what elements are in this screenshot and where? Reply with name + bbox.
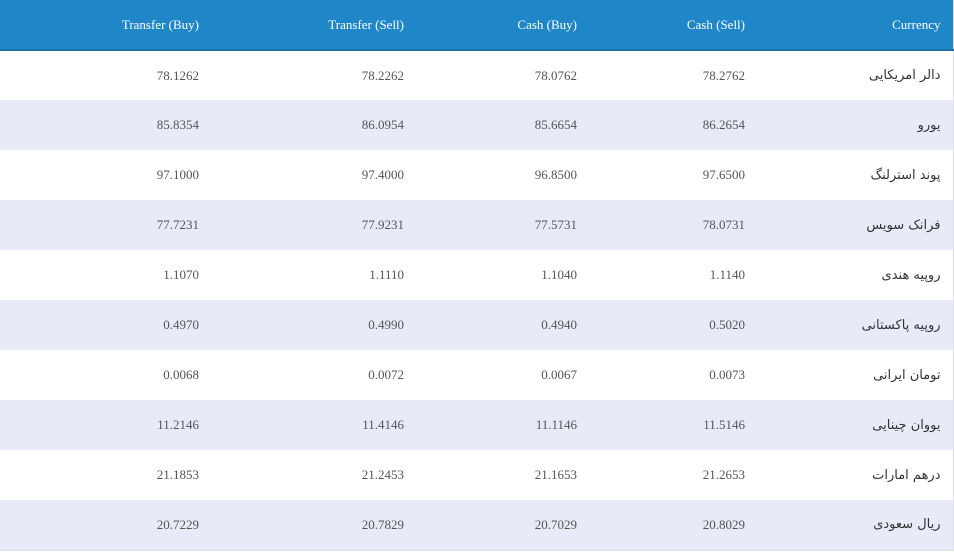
currency-name: تومان ایرانی bbox=[873, 367, 941, 383]
rate-cell: 20.7229 bbox=[0, 500, 211, 550]
currency-name: یورو bbox=[917, 117, 941, 133]
rate-cell: 77.9231 bbox=[211, 200, 416, 250]
rate-cell: 20.7029 bbox=[416, 500, 589, 550]
currency-cell: روپیه پاکستانی bbox=[757, 300, 953, 350]
rate-cell: 0.0068 bbox=[163, 367, 199, 382]
rate-cell: 97.6500 bbox=[702, 167, 745, 182]
rate-cell: 0.4970 bbox=[0, 300, 211, 350]
rate-cell: 0.5020 bbox=[589, 300, 757, 350]
rate-cell: 1.1140 bbox=[709, 267, 745, 282]
rate-cell: 77.5731 bbox=[416, 200, 589, 250]
currency-cell: تومان ایرانی bbox=[757, 350, 953, 400]
table-row: 97.1000 97.4000 96.8500 97.6500 پوند استرلنگ bbox=[0, 150, 953, 200]
currency-cell: درهم امارات bbox=[757, 450, 953, 500]
rate-cell: 78.2762 bbox=[702, 67, 745, 83]
rate-cell: 0.0067 bbox=[541, 367, 577, 382]
rate-cell: 78.1262 bbox=[156, 67, 199, 83]
rate-cell: 20.7829 bbox=[211, 500, 416, 550]
table-row: 77.7231 77.9231 77.5731 78.0731 فرانک سویس bbox=[0, 200, 953, 250]
table-row: 1.1070 1.1110 1.1040 1.1140 روپیه هندی bbox=[0, 250, 953, 300]
currency-name: روپیه پاکستانی bbox=[861, 317, 941, 333]
rate-cell: 0.0073 bbox=[709, 367, 745, 382]
table-row: 21.1853 21.2453 21.1653 21.2653 درهم امارات bbox=[0, 450, 953, 500]
header-row: Transfer (Buy) Transfer (Sell) Cash (Buy) C… bbox=[0, 0, 953, 51]
rate-cell: 85.8354 bbox=[0, 100, 211, 150]
rate-cell: 78.0731 bbox=[589, 200, 757, 250]
rate-cell: 97.1000 bbox=[156, 167, 199, 182]
currency-cell: پوند استرلنگ bbox=[757, 150, 953, 200]
currency-cell: دالر امریکایی bbox=[757, 50, 953, 100]
column-header: Currency bbox=[757, 0, 953, 51]
column-header: Cash (Buy) bbox=[416, 0, 589, 51]
currency-cell: یووان چینایی bbox=[757, 400, 953, 450]
table-row: 20.7229 20.7829 20.7029 20.8029 ریال سعودی bbox=[0, 500, 953, 550]
currency-name: درهم امارات bbox=[872, 467, 941, 483]
rate-cell: 77.7231 bbox=[0, 200, 211, 250]
column-header: Transfer (Sell) bbox=[211, 0, 416, 51]
currency-name: دالر امریکایی bbox=[868, 68, 941, 83]
rate-cell: 11.2146 bbox=[0, 400, 211, 450]
currency-cell: ریال سعودی bbox=[757, 500, 953, 550]
currency-cell: یورو bbox=[757, 100, 953, 150]
rate-cell: 11.5146 bbox=[589, 400, 757, 450]
currency-name: فرانک سویس bbox=[866, 217, 941, 233]
table-row: 85.8354 86.0954 85.6654 86.2654 یورو bbox=[0, 100, 953, 150]
rate-cell: 21.1853 bbox=[156, 467, 199, 482]
rate-cell: 1.1040 bbox=[541, 267, 577, 282]
table-row: 0.0068 0.0072 0.0067 0.0073 تومان ایرانی bbox=[0, 350, 953, 400]
currency-cell: فرانک سویس bbox=[757, 200, 953, 250]
rate-cell: 86.2654 bbox=[589, 100, 757, 150]
table-row: 0.4970 0.4990 0.4940 0.5020 روپیه پاکستانی bbox=[0, 300, 953, 350]
rate-cell: 0.4940 bbox=[416, 300, 589, 350]
rate-cell: 1.1070 bbox=[163, 267, 199, 282]
rate-cell: 0.4990 bbox=[211, 300, 416, 350]
table-row: 11.2146 11.4146 11.1146 11.5146 یووان چینایی bbox=[0, 400, 953, 450]
column-header: Transfer (Buy) bbox=[0, 0, 211, 51]
table-row: 78.1262 78.2262 78.0762 78.2762 دالر امریکای… bbox=[0, 50, 953, 100]
rate-cell: 11.4146 bbox=[211, 400, 416, 450]
rate-cell: 86.0954 bbox=[211, 100, 416, 150]
rate-cell: 78.0762 bbox=[534, 67, 577, 83]
currency-name: پوند استرلنگ bbox=[870, 167, 941, 183]
table-head: Transfer (Buy) Transfer (Sell) Cash (Buy) C… bbox=[0, 0, 953, 51]
rate-cell: 11.1146 bbox=[416, 400, 589, 450]
rate-cell: 20.8029 bbox=[589, 500, 757, 550]
rate-cell: 1.1110 bbox=[369, 267, 404, 282]
rate-cell: 21.1653 bbox=[534, 467, 577, 482]
currency-cell: روپیه هندی bbox=[757, 250, 953, 300]
rate-cell: 85.6654 bbox=[416, 100, 589, 150]
currency-name: یووان چینایی bbox=[872, 417, 941, 433]
rate-cell: 21.2653 bbox=[702, 467, 745, 482]
currency-name: ریال سعودی bbox=[873, 517, 941, 533]
currency-name: روپیه هندی bbox=[881, 267, 941, 283]
table-body: 78.1262 78.2262 78.0762 78.2762 دالر امریکای… bbox=[0, 50, 953, 550]
rate-cell: 21.2453 bbox=[361, 467, 404, 482]
rate-cell: 97.4000 bbox=[361, 167, 404, 182]
rate-cell: 0.0072 bbox=[368, 367, 404, 382]
column-header: Cash (Sell) bbox=[589, 0, 757, 51]
rate-cell: 78.2262 bbox=[361, 67, 404, 83]
rate-cell: 96.8500 bbox=[534, 167, 577, 182]
